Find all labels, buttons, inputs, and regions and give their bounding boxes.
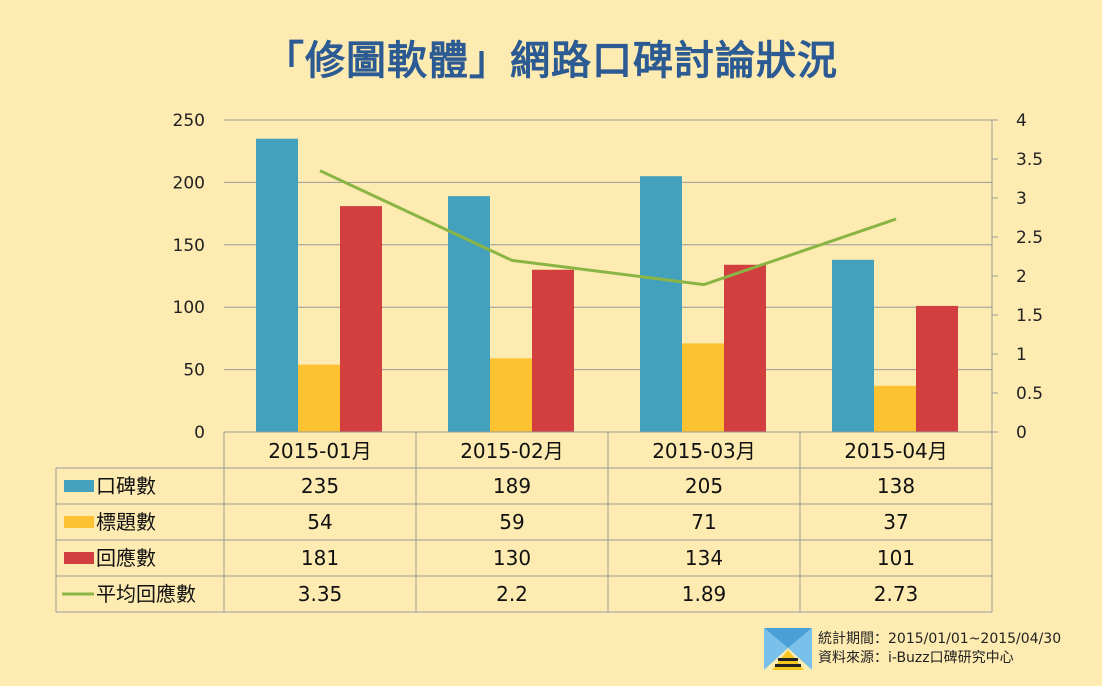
- legend-label: 標題數: [96, 510, 156, 534]
- y-right-tick-label: 1.5: [1016, 306, 1043, 326]
- data-label: 1.89: [682, 582, 727, 606]
- data-label: 189: [493, 474, 531, 498]
- bar-1: [640, 176, 682, 432]
- y-right-tick-label: 2.5: [1016, 228, 1043, 248]
- footer-source: 資料來源：i-Buzz口碑研究中心: [818, 650, 1014, 666]
- footer-period: 統計期間：2015/01/01~2015/04/30: [818, 631, 1062, 647]
- y-right-tick-label: 2: [1016, 267, 1027, 287]
- data-label: 37: [883, 510, 908, 534]
- ibuzz-logo-icon: [764, 628, 812, 670]
- data-label: 2.2: [496, 582, 528, 606]
- y-right-tick-label: 1: [1016, 345, 1027, 365]
- bar-1: [448, 196, 490, 432]
- data-label: 235: [301, 474, 339, 498]
- legend-label: 口碑數: [96, 474, 156, 498]
- data-label: 205: [685, 474, 723, 498]
- line-series: [319, 169, 897, 287]
- data-label: 59: [499, 510, 524, 534]
- bar-3: [532, 269, 574, 432]
- legend-swatch: [64, 480, 94, 492]
- chart-title: 「修圖軟體」網路口碑討論狀況: [264, 38, 838, 84]
- bar-3: [916, 305, 958, 432]
- bar-2: [490, 358, 532, 432]
- data-label: 2.73: [874, 582, 919, 606]
- y-left-tick-label: 200: [173, 173, 205, 193]
- x-tick-label: 2015-02月: [460, 439, 564, 463]
- data-label: 101: [877, 546, 915, 570]
- y-right-tick-label: 4: [1016, 111, 1027, 131]
- y-right-tick-label: 3: [1016, 189, 1027, 209]
- bar-2: [298, 364, 340, 432]
- y-left-tick-label: 50: [183, 361, 205, 381]
- bar-3: [340, 206, 382, 432]
- y-left-tick-label: 0: [194, 423, 205, 443]
- data-label: 130: [493, 546, 531, 570]
- bar-1: [256, 138, 298, 432]
- y-left-tick-label: 100: [173, 298, 205, 318]
- legend-label: 平均回應數: [96, 582, 196, 606]
- y-right-tick-label: 0.5: [1016, 384, 1043, 404]
- legend-swatch: [64, 552, 94, 564]
- x-tick-label: 2015-01月: [268, 439, 372, 463]
- data-label: 3.35: [298, 582, 343, 606]
- bar-2: [682, 343, 724, 432]
- data-label: 134: [685, 546, 723, 570]
- data-label: 71: [691, 510, 716, 534]
- bar-3: [724, 264, 766, 432]
- data-label: 138: [877, 474, 915, 498]
- y-left-tick-label: 250: [173, 111, 205, 131]
- y-right-tick-label: 0: [1016, 423, 1027, 443]
- data-label: 181: [301, 546, 339, 570]
- legend-label: 回應數: [96, 546, 156, 570]
- bar-2: [874, 385, 916, 432]
- x-tick-label: 2015-03月: [652, 439, 756, 463]
- x-tick-label: 2015-04月: [844, 439, 948, 463]
- y-right-tick-label: 3.5: [1016, 150, 1043, 170]
- data-label: 54: [307, 510, 332, 534]
- bar-1: [832, 259, 874, 432]
- legend-swatch: [64, 516, 94, 528]
- y-left-tick-label: 150: [173, 236, 205, 256]
- footer: 統計期間：2015/01/01~2015/04/30 資料來源：i-Buzz口碑…: [764, 628, 1061, 670]
